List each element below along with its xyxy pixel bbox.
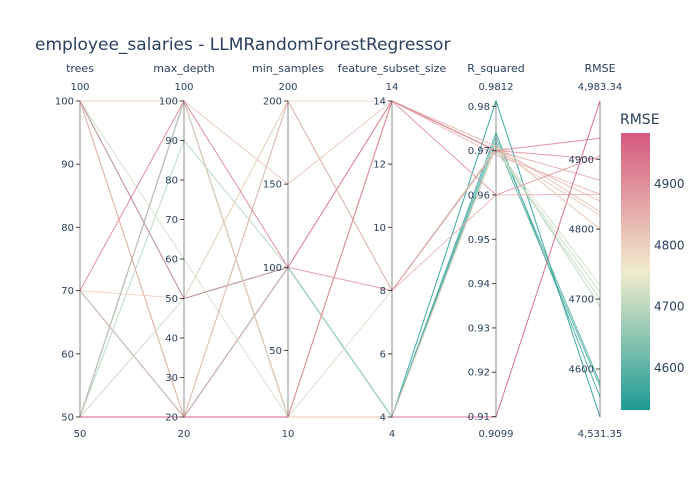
colorbar-gradient xyxy=(621,133,650,410)
axis-tick-label-trees: 90 xyxy=(61,160,74,171)
axis-tick-label-feature_subset_size: 8 xyxy=(380,286,386,297)
axis-max-label-feature_subset_size: 14 xyxy=(386,82,399,93)
axis-tick-label-R_squared: 0.96 xyxy=(468,190,490,201)
axis-tick-label-min_samples: 200 xyxy=(263,97,282,108)
axis-tick-label-feature_subset_size: 14 xyxy=(373,97,386,108)
axis-tick-label-feature_subset_size: 6 xyxy=(380,349,386,360)
axis-tick-label-trees: 80 xyxy=(61,223,74,234)
axis-tick-label-R_squared: 0.91 xyxy=(468,412,490,423)
axis-tick-label-R_squared: 0.93 xyxy=(468,323,490,334)
axis-tick-label-max_depth: 30 xyxy=(165,373,178,384)
axis-tick-label-RMSE: 4800 xyxy=(569,225,594,236)
axis-tick-label-trees: 60 xyxy=(61,349,74,360)
colorbar-ticks: 4600 4700 4800 4900 xyxy=(654,177,685,375)
colorbar-tick-label: 4900 xyxy=(654,177,685,191)
data-line-7 xyxy=(79,100,601,418)
axis-max-label-max_depth: 100 xyxy=(174,82,193,93)
axis-max-label-RMSE: 4,983.34 xyxy=(578,82,623,93)
axis-title-max_depth: max_depth xyxy=(153,62,215,75)
axis-tick-label-R_squared: 0.94 xyxy=(468,279,490,290)
axis-tick-label-max_depth: 70 xyxy=(165,215,178,226)
data-line-4 xyxy=(79,139,601,419)
axis-tick-label-R_squared: 0.92 xyxy=(468,368,490,379)
axis-tick-label-RMSE: 4900 xyxy=(569,155,594,166)
axis-tick-label-feature_subset_size: 12 xyxy=(373,160,386,171)
axis-min_samples: min_samples 200 10 50 100 150 200 xyxy=(252,62,324,440)
axis-min-label-R_squared: 0.9099 xyxy=(479,429,514,440)
axis-title-trees: trees xyxy=(66,62,94,75)
axis-tick-label-feature_subset_size: 10 xyxy=(373,223,386,234)
axis-tick-label-min_samples: 50 xyxy=(269,346,282,357)
axis-min-label-trees: 50 xyxy=(74,429,87,440)
axis-RMSE: RMSE 4,983.34 4,531.35 4600 4700 4800 4900 xyxy=(569,62,623,440)
axis-tick-label-trees: 70 xyxy=(61,286,74,297)
axis-tick-label-max_depth: 60 xyxy=(165,255,178,266)
axis-tick-label-feature_subset_size: 4 xyxy=(380,413,386,424)
axis-tick-label-min_samples: 100 xyxy=(263,263,282,274)
axis-tick-label-min_samples: 150 xyxy=(263,180,282,191)
data-line-15 xyxy=(79,100,601,291)
axis-title-R_squared: R_squared xyxy=(467,62,525,75)
data-line-19 xyxy=(80,100,601,418)
axis-feature_subset_size: feature_subset_size 14 44 6 8 10 12 14 xyxy=(338,62,447,440)
axis-tick-label-RMSE: 4700 xyxy=(569,295,594,306)
colorbar-tick-label: 4800 xyxy=(654,238,685,252)
axis-tick-label-trees: 50 xyxy=(61,413,74,424)
axes-group: trees100505060708090100max_depth10020203… xyxy=(55,62,622,440)
axis-tick-label-max_depth: 20 xyxy=(165,413,178,424)
axis-tick-label-RMSE: 4600 xyxy=(569,365,594,376)
axis-tick-label-R_squared: 0.95 xyxy=(468,235,490,246)
axis-tick-label-max_depth: 90 xyxy=(165,136,178,147)
colorbar: RMSE 4600 4700 4800 4900 xyxy=(620,112,685,410)
axis-min-label-min_samples: 10 xyxy=(282,429,295,440)
axis-max-label-R_squared: 0.9812 xyxy=(479,82,514,93)
axis-title-min_samples: min_samples xyxy=(252,62,324,75)
data-line-14 xyxy=(79,100,601,300)
axis-R_squared: R_squared 0.9812 0.9099 0.91 0.92 0.93 0.94 0.9… xyxy=(467,62,525,440)
data-line-17 xyxy=(79,99,601,419)
axis-tick-label-max_depth: 40 xyxy=(165,334,178,345)
axis-tick-label-R_squared: 0.97 xyxy=(468,146,490,157)
colorbar-tick-label: 4700 xyxy=(654,300,685,314)
axis-min-label-feature_subset_size: 4 xyxy=(389,429,395,440)
axis-tick-label-R_squared: 0.98 xyxy=(468,102,490,113)
axis-min-label-RMSE: 4,531.35 xyxy=(578,429,623,440)
colorbar-tick-label: 4600 xyxy=(654,361,685,375)
axis-title-RMSE: RMSE xyxy=(584,62,615,75)
axis-tick-label-max_depth: 80 xyxy=(165,176,178,187)
axis-tick-label-max_depth: 50 xyxy=(165,294,178,305)
axis-max-label-min_samples: 200 xyxy=(278,82,297,93)
chart-title: employee_salaries - LLMRandomForestRegre… xyxy=(35,35,450,55)
axis-tick-label-max_depth: 100 xyxy=(159,97,178,108)
axis-min-label-max_depth: 20 xyxy=(178,429,191,440)
axis-max-label-trees: 100 xyxy=(70,82,89,93)
axis-title-feature_subset_size: feature_subset_size xyxy=(338,62,447,75)
lines-group xyxy=(79,99,601,419)
axis-tick-label-trees: 100 xyxy=(55,97,74,108)
colorbar-title: RMSE xyxy=(620,112,660,128)
